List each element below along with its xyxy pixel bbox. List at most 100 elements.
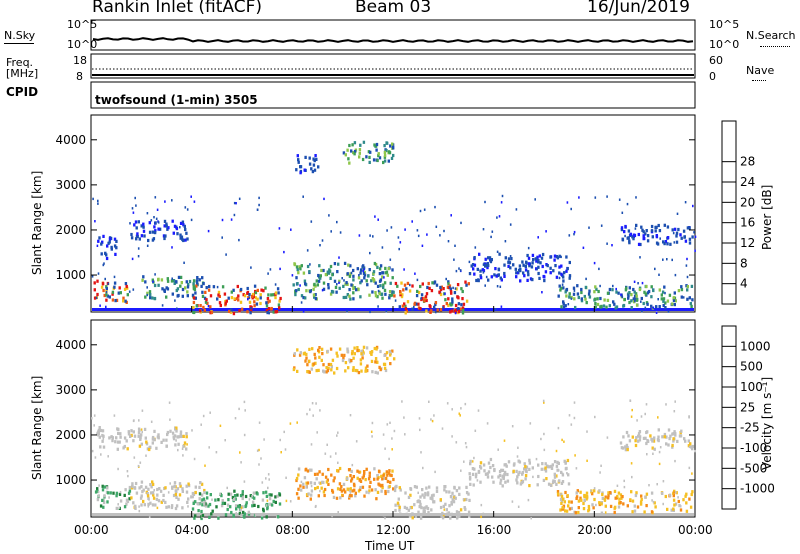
data-cell: [651, 446, 654, 450]
data-cell: [558, 254, 561, 258]
data-cell: [620, 293, 622, 296]
data-cell: [123, 493, 126, 497]
data-cell: [372, 158, 376, 162]
data-cell: [93, 424, 95, 427]
data-cell: [237, 294, 240, 298]
data-cell: [374, 360, 377, 364]
data-cell: [322, 281, 326, 285]
data-cell: [331, 490, 335, 494]
data-cell: [192, 305, 195, 310]
data-cell: [306, 249, 309, 252]
data-cell: [538, 254, 541, 258]
data-cell: [582, 246, 585, 249]
data-cell: [400, 295, 404, 299]
data-cell: [175, 227, 179, 231]
data-cell: [387, 471, 391, 475]
data-cell: [175, 495, 178, 499]
colorbar-tick-label: 8: [740, 256, 748, 270]
data-cell: [353, 352, 356, 356]
data-cell: [417, 302, 420, 306]
data-cell: [660, 293, 663, 297]
data-cell: [586, 430, 588, 433]
data-cell: [349, 272, 352, 276]
data-cell: [201, 503, 204, 507]
data-cell: [335, 290, 338, 294]
data-cell: [455, 269, 458, 273]
data-cell: [363, 494, 366, 498]
data-cell: [439, 308, 443, 312]
data-cell: [381, 486, 384, 490]
data-cell: [254, 296, 257, 300]
data-cell: [335, 452, 337, 455]
data-cell: [389, 293, 392, 298]
data-cell: [152, 496, 156, 500]
data-cell: [101, 488, 105, 492]
data-cell: [348, 294, 351, 298]
data-cell: [382, 285, 385, 290]
data-cell: [360, 369, 363, 373]
data-cell: [391, 268, 394, 272]
data-cell: [101, 439, 104, 443]
data-cell: [672, 437, 675, 441]
data-cell: [604, 495, 607, 499]
data-cell: [680, 285, 683, 289]
data-cell: [503, 470, 507, 474]
data-cell: [223, 501, 227, 505]
data-cell: [151, 480, 154, 484]
data-cell: [299, 484, 302, 488]
data-cell: [567, 504, 570, 508]
data-cell: [462, 308, 465, 312]
data-cell: [632, 287, 635, 292]
data-cell: [253, 496, 256, 500]
data-cell: [628, 286, 631, 290]
data-cell: [241, 495, 244, 499]
data-cell: [333, 262, 337, 266]
data-cell: [290, 228, 292, 231]
data-cell: [423, 495, 426, 499]
data-cell: [561, 283, 564, 286]
data-cell: [274, 500, 277, 504]
data-cell: [330, 368, 333, 372]
data-cell: [383, 159, 387, 163]
data-cell: [230, 290, 233, 294]
data-cell: [297, 467, 301, 471]
data-cell: [233, 489, 236, 493]
data-cell: [204, 504, 208, 508]
data-cell: [347, 468, 351, 472]
data-cell: [182, 444, 185, 448]
data-cell: [229, 492, 233, 496]
data-cell: [100, 285, 104, 289]
data-cell: [331, 358, 335, 362]
data-cell: [512, 263, 515, 267]
y-tick-label: 3000: [55, 178, 86, 192]
data-cell: [239, 287, 243, 292]
data-cell: [575, 491, 578, 495]
data-cell: [525, 261, 528, 265]
data-cell: [631, 408, 633, 412]
data-cell: [572, 292, 576, 296]
data-cell: [464, 402, 467, 406]
data-cell: [630, 306, 633, 310]
data-cell: [145, 454, 147, 457]
data-cell: [162, 493, 165, 497]
data-cell: [96, 487, 99, 491]
data-cell: [449, 302, 452, 306]
data-cell: [480, 503, 483, 507]
data-cell: [450, 214, 452, 217]
data-cell: [606, 436, 609, 439]
data-cell: [455, 516, 459, 520]
data-cell: [329, 347, 333, 351]
data-cell: [104, 277, 106, 281]
data-cell: [261, 498, 265, 502]
data-cell: [431, 281, 434, 285]
data-cell: [185, 231, 188, 235]
data-cell: [146, 291, 149, 295]
data-cell: [393, 357, 396, 361]
data-cell: [501, 484, 504, 488]
data-cell: [451, 491, 454, 495]
data-cell: [553, 479, 556, 484]
data-cell: [277, 291, 280, 295]
data-cell: [497, 267, 500, 271]
data-cell: [362, 264, 365, 268]
data-cell: [352, 356, 355, 360]
